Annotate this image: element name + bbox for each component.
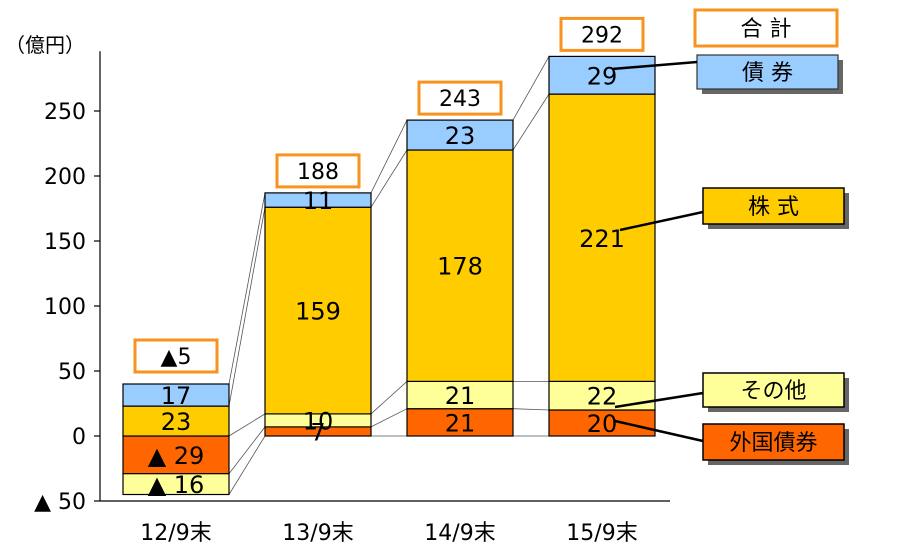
- bar-segment: [548, 55, 656, 95]
- connector-line: [228, 426, 266, 474]
- bar-segment: [122, 405, 230, 437]
- total-label: 292: [581, 23, 623, 48]
- segment-label: 11: [303, 187, 334, 215]
- segment-label: 7: [310, 418, 325, 446]
- bar-segment: [548, 93, 656, 382]
- segment-label: 20: [587, 410, 618, 438]
- connector-line: [370, 408, 408, 428]
- segment-label: 221: [579, 225, 625, 253]
- connector-line: [370, 149, 408, 208]
- total-box: [559, 16, 645, 52]
- bar-segment: [122, 435, 230, 475]
- segment-label: 29: [587, 62, 618, 90]
- leader-stocks: [619, 210, 704, 232]
- connector-line: [228, 413, 266, 437]
- connector-line: [512, 93, 550, 151]
- legend-total-box: [693, 8, 839, 48]
- connector-line: [512, 408, 550, 411]
- segment-label: 21: [445, 382, 476, 410]
- segment-label: ▲ 16: [148, 471, 205, 499]
- bar-segment: [548, 380, 656, 411]
- legend-foreign-box: [702, 423, 845, 461]
- segment-label: 23: [445, 122, 476, 150]
- bar-segment: [122, 383, 230, 407]
- segment-label: 21: [445, 409, 476, 437]
- y-tick-label: 100: [44, 295, 86, 320]
- total-label: ▲5: [161, 345, 192, 370]
- bar-segment: [406, 119, 514, 151]
- y-tick-label: ▲ 50: [34, 490, 86, 515]
- bar-segment: [264, 192, 372, 208]
- x-tick-label: 14/9末: [424, 521, 495, 546]
- connector-line: [370, 119, 408, 194]
- y-tick-label: 150: [44, 230, 86, 255]
- y-tick-label: 200: [44, 165, 86, 190]
- x-tick-label: 12/9末: [140, 521, 211, 546]
- total-box: [275, 153, 361, 189]
- y-unit-label: （億円）: [5, 33, 85, 57]
- legend-foreign-label: 外国債券: [729, 431, 817, 456]
- segment-label: 23: [161, 408, 192, 436]
- segment-label: 17: [161, 382, 192, 410]
- leader-foreign: [614, 419, 704, 443]
- bar-segment: [406, 149, 514, 382]
- segment-label: 22: [587, 383, 618, 411]
- connector-line: [512, 56, 550, 121]
- total-box: [133, 338, 219, 374]
- connector-line: [228, 207, 266, 407]
- segment-label: 10: [303, 407, 334, 435]
- leader-bonds: [611, 60, 698, 71]
- leader-other: [614, 391, 704, 409]
- x-tick-label: 15/9末: [566, 521, 637, 546]
- y-tick-label: 250: [44, 100, 86, 125]
- legend-bonds-box: [696, 54, 839, 90]
- connector-line: [228, 435, 266, 495]
- y-tick-label: 0: [72, 425, 86, 450]
- legend-stocks-label: 株 式: [748, 195, 799, 220]
- legend-bonds-label: 債 券: [742, 61, 793, 86]
- segment-label: ▲ 29: [148, 442, 205, 470]
- segment-label: 178: [437, 253, 483, 281]
- y-tick-label: 50: [58, 360, 86, 385]
- bar-segment: [122, 473, 230, 496]
- total-label: 243: [439, 87, 481, 112]
- x-tick-label: 13/9末: [282, 521, 353, 546]
- legend-stocks-box: [702, 187, 845, 225]
- connector-line: [370, 381, 408, 415]
- total-label: 188: [297, 160, 339, 185]
- legend-other-label: その他: [740, 379, 806, 404]
- segment-label: 159: [295, 298, 341, 326]
- legend-total-label: 合 計: [741, 17, 792, 42]
- bar-segment: [548, 409, 656, 437]
- total-box: [417, 80, 503, 116]
- connector-line: [228, 192, 266, 385]
- legend-other-box: [702, 372, 845, 408]
